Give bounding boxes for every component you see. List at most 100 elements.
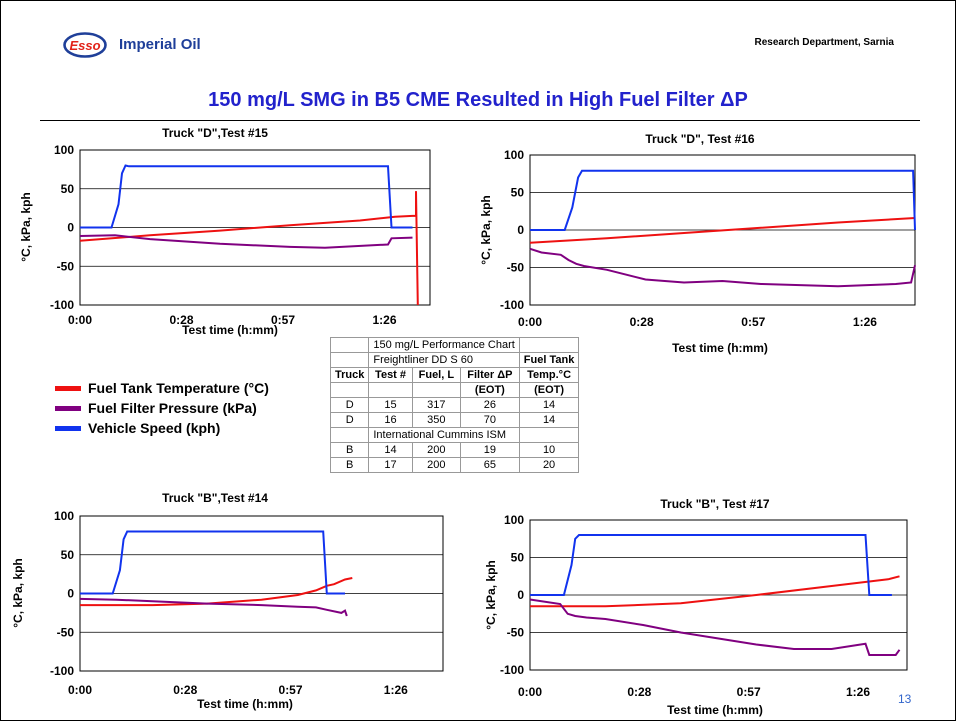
brand-name: Imperial Oil: [119, 36, 201, 53]
table-cell: 16: [369, 413, 412, 428]
esso-logo-icon: Esso: [63, 32, 107, 58]
table-header-cell: Filter ΔP: [460, 368, 519, 383]
performance-table: 150 mg/L Performance Chart Freightliner …: [330, 337, 579, 473]
table-cell: 65: [460, 458, 519, 473]
series-line-fuel-filter-pressure: [80, 599, 347, 616]
x-axis-label: Test time (h:mm): [667, 703, 763, 717]
y-tick-label: -100: [50, 298, 74, 312]
x-tick-label: 1:26: [384, 683, 408, 697]
y-tick-label: -100: [500, 663, 524, 677]
series-line-fuel-filter-pressure: [530, 600, 900, 656]
y-axis-label: °C, kPa, kph: [484, 560, 498, 630]
y-tick-label: -100: [50, 664, 74, 678]
table-row: B 14 200 19 10: [331, 443, 579, 458]
table-cell: 200: [412, 458, 460, 473]
table-title-row: 150 mg/L Performance Chart: [331, 338, 579, 353]
table-header-cell: Temp.°C: [519, 368, 579, 383]
table-row: B 17 200 65 20: [331, 458, 579, 473]
x-tick-label: 1:26: [853, 315, 877, 329]
table-cell: D: [331, 398, 369, 413]
table-cell: 317: [412, 398, 460, 413]
table-group-row: International Cummins ISM: [331, 428, 579, 443]
legend-swatch: [55, 386, 81, 391]
series-line-vehicle-speed: [80, 532, 345, 594]
y-tick-label: 0: [67, 221, 74, 235]
x-tick-label: 0:28: [627, 685, 651, 699]
x-tick-label: 0:00: [518, 685, 542, 699]
y-tick-label: 100: [504, 148, 524, 162]
title-divider: [40, 120, 920, 121]
legend-item-fuel-filter-pressure: Fuel Filter Pressure (kPa): [55, 398, 269, 418]
table-cell: 19: [460, 443, 519, 458]
table-header-cell: Fuel Tank: [519, 353, 579, 368]
series-line-fuel-tank-temperature: [80, 578, 352, 605]
table-row: D 15 317 26 14: [331, 398, 579, 413]
x-axis-label: Test time (h:mm): [182, 323, 278, 337]
series-line-fuel-filter-pressure: [80, 235, 413, 247]
table-eot-cell: (EOT): [519, 383, 579, 398]
y-tick-label: 0: [517, 223, 524, 237]
y-tick-label: 100: [504, 513, 524, 527]
chart-truck-b-test-14: Truck "B",Test #14 100 50 0 -50 -100 0:00 0:28 0…: [0, 470, 460, 720]
x-tick-label: 0:28: [630, 315, 654, 329]
legend-item-vehicle-speed: Vehicle Speed (kph): [55, 418, 269, 438]
legend-label: Vehicle Speed (kph): [88, 420, 220, 436]
page-number: 13: [898, 692, 911, 706]
logo-text: Esso: [69, 38, 100, 53]
table-cell: 17: [369, 458, 412, 473]
legend-swatch: [55, 426, 81, 431]
chart-truck-b-test-17: Truck "B", Test #17 100 50 0 -50 -100 0:00 0:28…: [470, 470, 950, 720]
table-cell: 20: [519, 458, 579, 473]
y-tick-label: 50: [61, 548, 75, 562]
table-row: D 16 350 70 14: [331, 413, 579, 428]
x-tick-label: 1:26: [372, 313, 396, 327]
x-tick-label: 0:00: [68, 683, 92, 697]
chart-title: Truck "B",Test #14: [162, 491, 268, 505]
table-cell: B: [331, 458, 369, 473]
series-line-fuel-tank-temperature: [80, 191, 418, 305]
chart-title: Truck "B", Test #17: [660, 497, 770, 511]
table-group-row: Freightliner DD S 60 Fuel Tank: [331, 353, 579, 368]
legend-swatch: [55, 406, 81, 411]
table-header-cell: Test #: [369, 368, 412, 383]
table-eot-row: (EOT) (EOT): [331, 383, 579, 398]
y-tick-label: -50: [507, 261, 525, 275]
x-tick-label: 0:57: [737, 685, 761, 699]
table-header-cell: Truck: [331, 368, 369, 383]
y-tick-label: 50: [511, 186, 525, 200]
table-cell: 26: [460, 398, 519, 413]
table-cell: 14: [519, 413, 579, 428]
y-tick-label: -50: [57, 625, 75, 639]
slide-title: 150 mg/L SMG in B5 CME Resulted in High …: [0, 89, 956, 112]
table-header-cell: Fuel, L: [412, 368, 460, 383]
table-header-row: Truck Test # Fuel, L Filter ΔP Temp.°C: [331, 368, 579, 383]
legend-item-fuel-tank-temperature: Fuel Tank Temperature (°C): [55, 378, 269, 398]
x-axis-label: Test time (h:mm): [197, 697, 293, 711]
x-tick-label: 0:28: [173, 683, 197, 697]
series-line-fuel-tank-temperature: [530, 576, 900, 606]
chart-title: Truck "D",Test #15: [162, 126, 268, 140]
table-cell: D: [331, 413, 369, 428]
y-tick-label: -50: [57, 259, 75, 273]
table-cell: 70: [460, 413, 519, 428]
legend-label: Fuel Filter Pressure (kPa): [88, 400, 257, 416]
x-tick-label: 0:00: [518, 315, 542, 329]
y-axis-label: °C, kPa, kph: [479, 195, 493, 265]
y-tick-label: 0: [517, 588, 524, 602]
y-tick-label: -50: [507, 626, 525, 640]
table-group-label: Freightliner DD S 60: [369, 353, 519, 368]
table-cell: 10: [519, 443, 579, 458]
y-tick-label: 100: [54, 143, 74, 157]
y-tick-label: 100: [54, 509, 74, 523]
y-tick-label: 50: [511, 551, 525, 565]
x-tick-label: 0:00: [68, 313, 92, 327]
x-tick-label: 0:57: [279, 683, 303, 697]
y-tick-label: 0: [67, 587, 74, 601]
table-cell: 14: [519, 398, 579, 413]
x-tick-label: 0:57: [741, 315, 765, 329]
chart-title: Truck "D", Test #16: [645, 132, 755, 146]
table-cell: 15: [369, 398, 412, 413]
y-tick-label: 50: [61, 182, 75, 196]
y-axis-label: °C, kPa, kph: [11, 558, 25, 628]
x-tick-label: 1:26: [846, 685, 870, 699]
